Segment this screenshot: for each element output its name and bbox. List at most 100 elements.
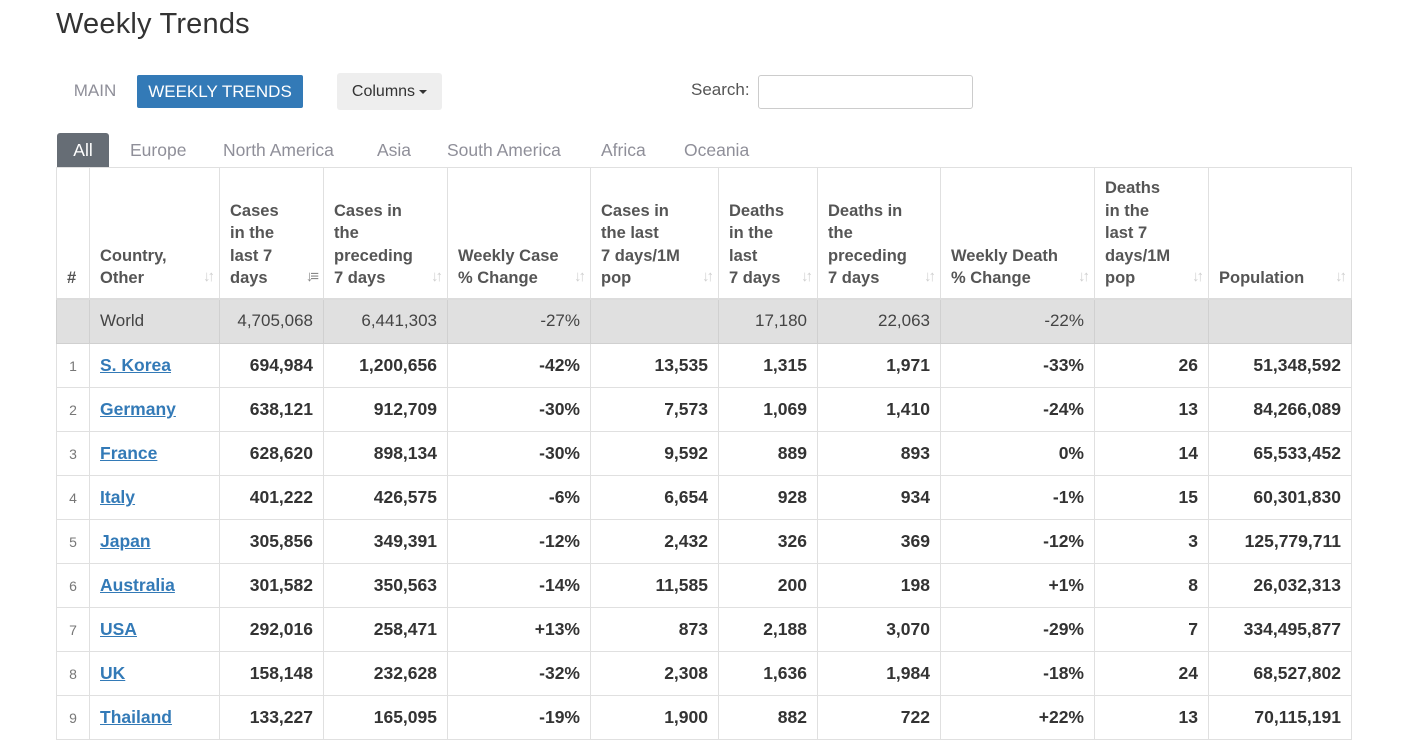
deaths-last-7-cell: 2,188 bbox=[718, 607, 818, 652]
case-change-cell: -14% bbox=[447, 563, 591, 608]
cases-per-1m-cell: 11,585 bbox=[590, 563, 719, 608]
column-header-weekly-death-change[interactable]: Weekly Death % Change ↓↑ bbox=[940, 167, 1095, 300]
country-link[interactable]: S. Korea bbox=[100, 355, 171, 375]
cases-per-1m-cell bbox=[590, 298, 719, 344]
sort-icon: ↓↑ bbox=[702, 268, 714, 285]
rank-cell: 1 bbox=[56, 343, 90, 388]
region-tab-europe[interactable]: Europe bbox=[130, 140, 187, 160]
deaths-preceding-cell: 1,410 bbox=[817, 387, 941, 432]
region-tab-south-america[interactable]: South America bbox=[447, 140, 561, 160]
search-label: Search: bbox=[691, 80, 750, 99]
rank-cell: 6 bbox=[56, 563, 90, 608]
country-link[interactable]: Thailand bbox=[100, 707, 172, 727]
country-cell: World bbox=[89, 298, 220, 344]
deaths-last-7-cell: 1,069 bbox=[718, 387, 818, 432]
deaths-preceding-cell: 369 bbox=[817, 519, 941, 564]
sort-icon: ↓↑ bbox=[1192, 268, 1204, 285]
cases-preceding-cell: 6,441,303 bbox=[323, 298, 448, 344]
page-title: Weekly Trends bbox=[56, 8, 250, 40]
column-header-deaths-preceding-7-days[interactable]: Deaths in the preceding 7 days ↓↑ bbox=[817, 167, 941, 300]
rank-cell: 7 bbox=[56, 607, 90, 652]
population-cell: 70,115,191 bbox=[1208, 695, 1352, 740]
cases-preceding-cell: 232,628 bbox=[323, 651, 448, 696]
cases-preceding-cell: 258,471 bbox=[323, 607, 448, 652]
cases-last-7-cell: 4,705,068 bbox=[219, 298, 324, 344]
deaths-last-7-cell: 889 bbox=[718, 431, 818, 476]
region-tab-north-america[interactable]: North America bbox=[223, 140, 334, 160]
rank-cell: 2 bbox=[56, 387, 90, 432]
cases-last-7-cell: 133,227 bbox=[219, 695, 324, 740]
deaths-per-1m-cell: 13 bbox=[1094, 695, 1209, 740]
table-row: 9 Thailand 133,227 165,095 -19% 1,900 88… bbox=[56, 695, 1352, 740]
columns-label: Columns bbox=[351, 83, 416, 100]
death-change-cell: 0% bbox=[940, 431, 1095, 476]
column-header-population[interactable]: Population ↓↑ bbox=[1208, 167, 1352, 300]
cases-last-7-cell: 694,984 bbox=[219, 343, 324, 388]
column-header-cases-preceding-7-days[interactable]: Cases in the preceding 7 days ↓↑ bbox=[323, 167, 448, 300]
country-link[interactable]: Japan bbox=[100, 531, 151, 551]
rank-cell: 4 bbox=[56, 475, 90, 520]
country-cell: France bbox=[89, 431, 220, 476]
country-cell: USA bbox=[89, 607, 220, 652]
column-header-cases-per-1m[interactable]: Cases in the last 7 days/1M pop ↓↑ bbox=[590, 167, 719, 300]
search-input[interactable] bbox=[758, 75, 973, 109]
deaths-last-7-cell: 200 bbox=[718, 563, 818, 608]
rank-cell: 5 bbox=[56, 519, 90, 564]
country-link[interactable]: Australia bbox=[100, 575, 175, 595]
table-row: 1 S. Korea 694,984 1,200,656 -42% 13,535… bbox=[56, 343, 1352, 388]
region-tab-all[interactable]: All bbox=[57, 133, 109, 168]
sort-icon: ↓↑ bbox=[203, 268, 215, 285]
columns-dropdown-button[interactable]: Columns bbox=[337, 73, 442, 110]
population-cell: 334,495,877 bbox=[1208, 607, 1352, 652]
cases-preceding-cell: 426,575 bbox=[323, 475, 448, 520]
cases-per-1m-cell: 13,535 bbox=[590, 343, 719, 388]
population-cell: 60,301,830 bbox=[1208, 475, 1352, 520]
case-change-cell: -30% bbox=[447, 431, 591, 476]
cases-preceding-cell: 1,200,656 bbox=[323, 343, 448, 388]
cases-preceding-cell: 349,391 bbox=[323, 519, 448, 564]
deaths-preceding-cell: 1,971 bbox=[817, 343, 941, 388]
caret-down-icon bbox=[419, 89, 428, 94]
country-link[interactable]: UK bbox=[100, 663, 126, 683]
table-row: 4 Italy 401,222 426,575 -6% 6,654 928 93… bbox=[56, 475, 1352, 520]
case-change-cell: -30% bbox=[447, 387, 591, 432]
column-header-cases-last-7-days[interactable]: Cases in the last 7 days ↓≡ bbox=[219, 167, 324, 300]
column-header-deaths-last-7-days[interactable]: Deaths in the last 7 days ↓↑ bbox=[718, 167, 818, 300]
deaths-per-1m-cell: 15 bbox=[1094, 475, 1209, 520]
deaths-last-7-cell: 17,180 bbox=[718, 298, 818, 344]
deaths-preceding-cell: 893 bbox=[817, 431, 941, 476]
column-header-weekly-case-change[interactable]: Weekly Case % Change ↓↑ bbox=[447, 167, 591, 300]
tab-main[interactable]: MAIN bbox=[73, 81, 117, 100]
region-tab-asia[interactable]: Asia bbox=[377, 140, 412, 160]
cases-last-7-cell: 301,582 bbox=[219, 563, 324, 608]
deaths-preceding-cell: 198 bbox=[817, 563, 941, 608]
region-tab-oceania[interactable]: Oceania bbox=[684, 140, 750, 160]
sort-icon: ↓↑ bbox=[1078, 268, 1090, 285]
column-header-country[interactable]: Country, Other ↓↑ bbox=[89, 167, 220, 300]
deaths-preceding-cell: 722 bbox=[817, 695, 941, 740]
tab-weekly-trends[interactable]: WEEKLY TRENDS bbox=[137, 75, 303, 108]
cases-per-1m-cell: 6,654 bbox=[590, 475, 719, 520]
country-cell: UK bbox=[89, 651, 220, 696]
deaths-per-1m-cell: 8 bbox=[1094, 563, 1209, 608]
table-header-row: # Country, Other ↓↑ Cases in the last 7 d… bbox=[56, 167, 1352, 300]
deaths-per-1m-cell: 13 bbox=[1094, 387, 1209, 432]
column-header-deaths-per-1m[interactable]: Deaths in the last 7 days/1M pop ↓↑ bbox=[1094, 167, 1209, 300]
country-link[interactable]: Germany bbox=[100, 399, 176, 419]
country-link[interactable]: France bbox=[100, 443, 158, 463]
country-link[interactable]: USA bbox=[100, 619, 137, 639]
deaths-preceding-cell: 3,070 bbox=[817, 607, 941, 652]
column-header-rank[interactable]: # bbox=[56, 167, 90, 300]
region-tab-africa[interactable]: Africa bbox=[601, 140, 646, 160]
death-change-cell: -1% bbox=[940, 475, 1095, 520]
table-row: 3 France 628,620 898,134 -30% 9,592 889 … bbox=[56, 431, 1352, 476]
sort-icon: ↓↑ bbox=[924, 268, 936, 285]
deaths-last-7-cell: 326 bbox=[718, 519, 818, 564]
country-link[interactable]: Italy bbox=[100, 487, 136, 507]
country-cell: Australia bbox=[89, 563, 220, 608]
cases-last-7-cell: 628,620 bbox=[219, 431, 324, 476]
case-change-cell: +13% bbox=[447, 607, 591, 652]
table-row: 7 USA 292,016 258,471 +13% 873 2,188 3,0… bbox=[56, 607, 1352, 652]
cases-per-1m-cell: 9,592 bbox=[590, 431, 719, 476]
deaths-last-7-cell: 928 bbox=[718, 475, 818, 520]
